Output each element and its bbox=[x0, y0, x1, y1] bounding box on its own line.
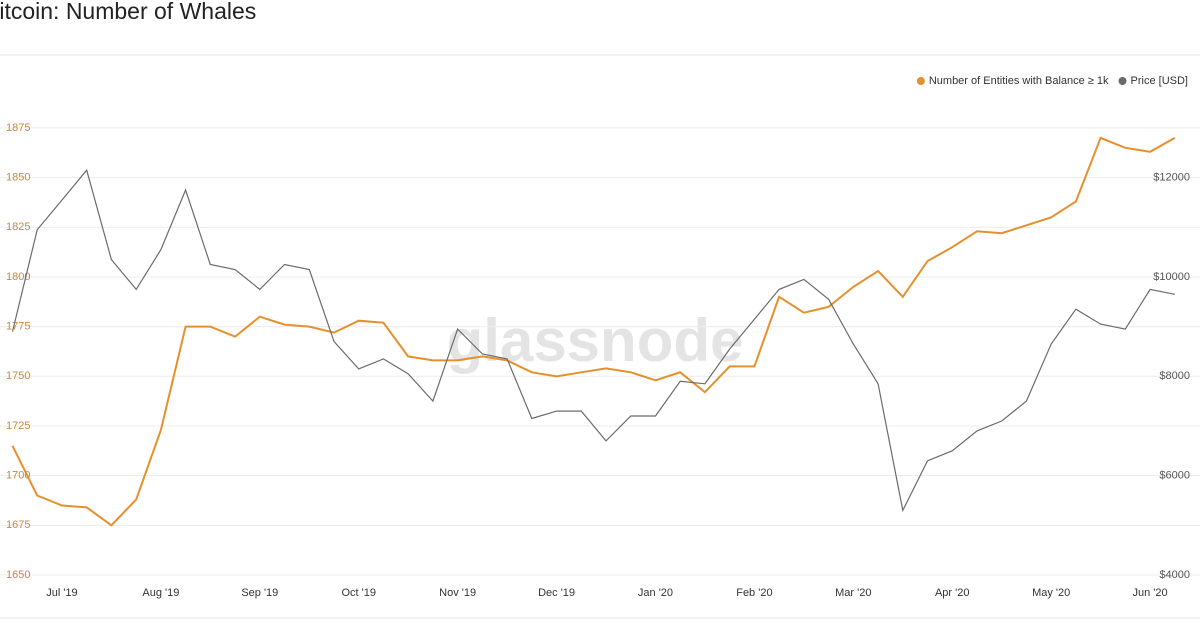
y-tick-label: 1675 bbox=[6, 519, 30, 531]
legend-label: Price [USD] bbox=[1131, 75, 1188, 87]
x-tick-label: Sep '19 bbox=[241, 587, 278, 599]
y-tick-label: 1825 bbox=[6, 221, 30, 233]
legend-swatch bbox=[1118, 77, 1127, 85]
x-tick-label: Oct '19 bbox=[341, 587, 376, 599]
y-tick-label: 1775 bbox=[6, 321, 30, 333]
series-line bbox=[11, 168, 1175, 513]
legend-label: Number of Entities with Balance ≥ 1k bbox=[929, 75, 1109, 87]
x-tick-label: Aug '19 bbox=[142, 587, 179, 599]
y-tick-label: 1850 bbox=[6, 172, 30, 184]
watermark: glassnode bbox=[447, 307, 744, 374]
x-tick-label: Jan '20 bbox=[638, 587, 673, 599]
y-tick-label: 1700 bbox=[6, 470, 30, 482]
y2-tick-label: $8000 bbox=[1159, 370, 1190, 382]
y-tick-label: 1875 bbox=[6, 122, 30, 134]
y-tick-label: 1800 bbox=[6, 271, 30, 283]
series-line bbox=[11, 136, 1176, 527]
y2-tick-label: $4000 bbox=[1159, 569, 1190, 581]
y2-tick-label: $6000 bbox=[1159, 470, 1190, 482]
x-tick-label: Jul '19 bbox=[46, 587, 77, 599]
y2-tick-label: $10000 bbox=[1153, 271, 1190, 283]
x-tick-label: Feb '20 bbox=[736, 587, 772, 599]
x-tick-label: Jun '20 bbox=[1133, 587, 1168, 599]
x-tick-label: Nov '19 bbox=[439, 587, 476, 599]
y-tick-label: 1650 bbox=[6, 569, 30, 581]
legend-swatch bbox=[916, 77, 925, 85]
x-tick-label: May '20 bbox=[1032, 587, 1070, 599]
x-tick-label: Dec '19 bbox=[538, 587, 575, 599]
y2-tick-label: $12000 bbox=[1153, 172, 1190, 184]
x-tick-label: Mar '20 bbox=[835, 587, 871, 599]
y-tick-label: 1725 bbox=[6, 420, 30, 432]
y-tick-label: 1750 bbox=[6, 370, 30, 382]
chart-title: Bitcoin: Number of Whales bbox=[0, 0, 256, 24]
x-tick-label: Apr '20 bbox=[935, 587, 970, 599]
